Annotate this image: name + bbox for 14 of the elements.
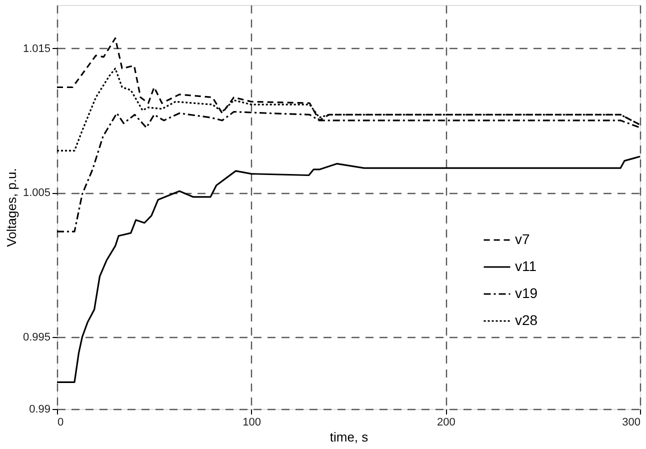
x-tick-label: 100 [242, 416, 262, 428]
legend-label: v19 [515, 285, 538, 301]
x-axis-title: time, s [330, 430, 369, 444]
legend-label: v11 [515, 258, 537, 274]
y-axis-title: Voltages, p.u. [4, 168, 19, 247]
y-tick-label: 1.005 [22, 187, 50, 200]
y-tick-label: 1.015 [22, 42, 50, 55]
x-tick-label: 0 [58, 416, 64, 428]
y-tick-label: 0.99 [29, 404, 50, 416]
legend-label: v28 [515, 312, 538, 328]
legend-label: v7 [515, 231, 530, 247]
x-tick-label: 300 [622, 416, 640, 428]
y-tick-label: 0.995 [22, 331, 50, 344]
x-tick-label: 200 [436, 416, 456, 428]
